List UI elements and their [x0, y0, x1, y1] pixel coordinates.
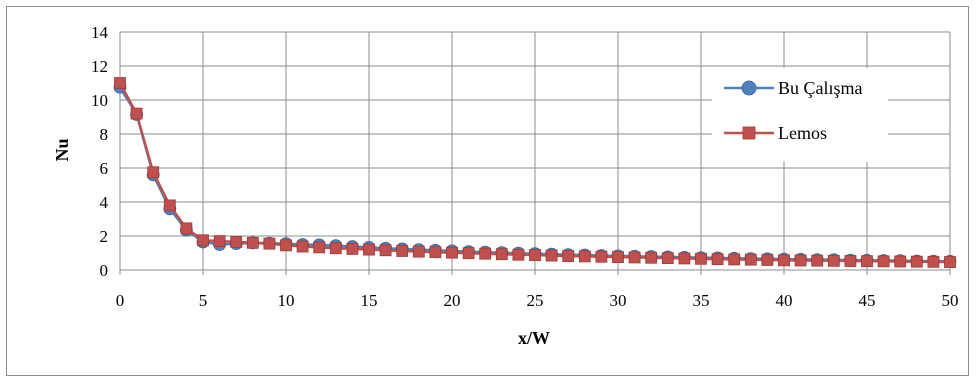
- data-point: [811, 254, 824, 267]
- data-point: [711, 253, 724, 266]
- data-point: [512, 248, 525, 261]
- data-point: [462, 247, 475, 260]
- data-point: [263, 237, 276, 250]
- data-point: [578, 250, 591, 263]
- y-tick-label: 0: [100, 261, 109, 280]
- data-point: [595, 250, 608, 263]
- data-point: [844, 255, 857, 267]
- x-tick-label: 50: [942, 291, 959, 310]
- data-point: [794, 254, 807, 267]
- y-tick-label: 8: [100, 125, 109, 144]
- legend-label: Bu Çalışma: [778, 78, 863, 98]
- data-point: [910, 255, 923, 268]
- x-tick-label: 0: [116, 291, 125, 310]
- y-tick-labels: 0 2 4 6 8 10 12 14: [91, 23, 109, 280]
- data-point: [396, 245, 409, 257]
- y-tick-label: 14: [91, 23, 109, 42]
- series-1: [114, 77, 956, 268]
- x-tick-label: 30: [610, 291, 627, 310]
- legend: Bu Çalışma Lemos: [712, 68, 888, 162]
- y-axis-label: Nu: [52, 138, 72, 161]
- data-point: [827, 254, 840, 267]
- x-tick-label: 10: [278, 291, 295, 310]
- series-group: [113, 77, 957, 268]
- x-axis-label: x/W: [518, 328, 550, 348]
- data-point: [645, 251, 658, 264]
- data-point: [363, 243, 375, 256]
- data-point: [678, 252, 691, 265]
- x-tick-label: 25: [527, 291, 544, 310]
- data-point: [296, 240, 309, 253]
- data-point: [313, 241, 326, 254]
- data-point: [479, 247, 492, 260]
- data-point: [612, 251, 624, 263]
- data-point: [728, 253, 741, 266]
- data-point: [346, 243, 359, 255]
- data-point: [495, 248, 508, 261]
- data-point: [114, 77, 126, 89]
- y-tick-label: 6: [100, 159, 109, 178]
- data-point: [130, 107, 143, 120]
- x-tick-label: 20: [444, 291, 461, 310]
- data-point: [412, 245, 425, 258]
- x-tick-label: 35: [693, 291, 710, 310]
- data-point: [861, 255, 873, 268]
- data-point: [927, 255, 940, 268]
- data-point: [280, 239, 292, 252]
- legend-marker: [741, 80, 757, 96]
- data-point: [529, 249, 541, 261]
- data-point: [147, 166, 160, 179]
- data-point: [562, 250, 575, 262]
- data-point: [628, 251, 641, 264]
- legend-label: Lemos: [778, 123, 827, 143]
- legend-marker: [742, 126, 756, 140]
- y-tick-label: 4: [100, 193, 109, 212]
- data-point: [545, 249, 558, 262]
- data-point: [744, 253, 757, 266]
- data-point: [213, 235, 226, 248]
- data-point: [246, 236, 259, 249]
- y-tick-label: 10: [91, 91, 108, 110]
- data-point: [163, 199, 176, 212]
- data-point: [894, 255, 907, 268]
- x-tick-label: 40: [776, 291, 793, 310]
- data-point: [661, 252, 674, 265]
- legend-box: [712, 68, 888, 162]
- data-point: [197, 234, 209, 247]
- x-tick-label: 15: [361, 291, 378, 310]
- chart-frame: [6, 6, 969, 376]
- data-point: [379, 244, 392, 257]
- data-point: [329, 242, 342, 255]
- data-point: [446, 246, 458, 259]
- data-point: [778, 254, 790, 267]
- x-tick-labels: 0 5 10 15 20 25 30 35 40 45 50: [116, 291, 959, 310]
- axes: [119, 32, 951, 275]
- x-tick-label: 45: [859, 291, 876, 310]
- y-tick-label: 12: [91, 57, 108, 76]
- y-tick-label: 2: [100, 227, 109, 246]
- data-point: [761, 254, 774, 266]
- data-point: [180, 222, 193, 235]
- x-tick-label: 5: [199, 291, 208, 310]
- data-point: [429, 246, 442, 259]
- data-point: [230, 236, 243, 248]
- data-point: [877, 255, 890, 268]
- data-point: [944, 256, 956, 268]
- data-point: [695, 252, 707, 265]
